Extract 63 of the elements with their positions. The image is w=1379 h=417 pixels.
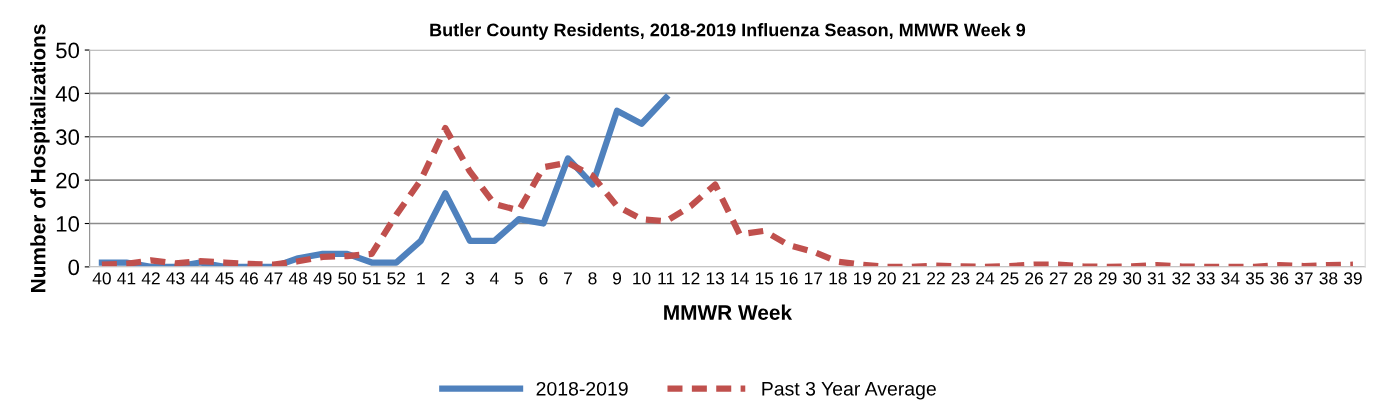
x-tick-label: 30: [1123, 272, 1142, 285]
x-tick-label: 42: [141, 272, 160, 285]
x-tick-label: 1: [417, 272, 425, 285]
x-tick-label: 40: [92, 272, 111, 285]
x-tick-label: 37: [1294, 272, 1313, 285]
x-tick-label: 31: [1147, 272, 1166, 285]
y-tick-label: 20: [56, 172, 80, 189]
x-axis-title: MMWR Week: [664, 304, 793, 320]
x-tick-label: 38: [1319, 272, 1338, 285]
x-tick-label: 17: [804, 272, 823, 285]
x-tick-label: 16: [780, 272, 798, 285]
y-tick-label: 10: [56, 216, 80, 232]
x-tick-label: 22: [927, 272, 945, 285]
y-tick-label: 40: [55, 85, 80, 102]
x-tick-label: 5: [514, 272, 524, 285]
x-tick-label: 25: [1000, 272, 1019, 285]
legend-label: 2018-2019: [536, 381, 628, 396]
x-tick-label: 46: [239, 272, 258, 285]
x-tick-label: 36: [1270, 272, 1289, 285]
x-tick-label: 52: [387, 272, 406, 285]
x-tick-label: 48: [288, 272, 308, 285]
x-tick-label: 45: [215, 272, 234, 285]
x-tick-label: 19: [854, 272, 872, 285]
x-tick-label: 34: [1221, 272, 1240, 285]
x-tick-label: 28: [1074, 272, 1093, 285]
x-tick-label: 35: [1245, 272, 1264, 285]
x-tick-label: 10: [633, 272, 651, 285]
x-tick-label: 6: [539, 272, 548, 285]
x-tick-label: 26: [1025, 272, 1043, 285]
x-tick-label: 12: [682, 272, 700, 285]
x-tick-label: 3: [465, 272, 474, 285]
x-tick-label: 18: [829, 272, 847, 285]
x-tick-label: 50: [338, 272, 357, 285]
x-tick-label: 47: [264, 272, 283, 285]
x-tick-label: 13: [706, 272, 725, 285]
chart-title: Butler County Residents, 2018-2019 Influenza Season, MMWR Week 9: [430, 23, 1026, 40]
x-tick-label: 8: [588, 272, 597, 285]
x-tick-label: 51: [362, 272, 381, 285]
x-tick-label: 33: [1196, 272, 1215, 285]
x-tick-label: 32: [1172, 272, 1191, 285]
x-tick-label: 43: [166, 272, 185, 285]
x-tick-label: 44: [190, 272, 210, 285]
x-tick-label: 15: [755, 272, 774, 285]
legend-label: Past 3 Year Average: [762, 381, 936, 400]
x-tick-label: 11: [658, 272, 675, 285]
x-tick-label: 4: [489, 272, 499, 285]
y-tick-label: 50: [56, 42, 80, 59]
x-tick-label: 41: [117, 272, 136, 285]
x-tick-label: 21: [902, 272, 921, 285]
y-tick-label: 30: [56, 129, 80, 146]
x-tick-label: 20: [878, 272, 896, 285]
x-tick-label: 14: [731, 272, 749, 285]
x-tick-label: 9: [613, 272, 622, 285]
x-tick-label: 23: [951, 272, 970, 285]
x-tick-label: 27: [1049, 272, 1068, 285]
x-tick-label: 49: [313, 272, 332, 285]
y-tick-label: 0: [68, 259, 80, 276]
x-tick-label: 7: [564, 272, 572, 285]
x-tick-label: 2: [441, 272, 450, 285]
y-axis-title: Number of Hospitalizations: [30, 24, 50, 292]
x-tick-label: 24: [976, 272, 995, 285]
x-tick-label: 39: [1343, 272, 1362, 285]
x-tick-label: 29: [1098, 272, 1117, 285]
